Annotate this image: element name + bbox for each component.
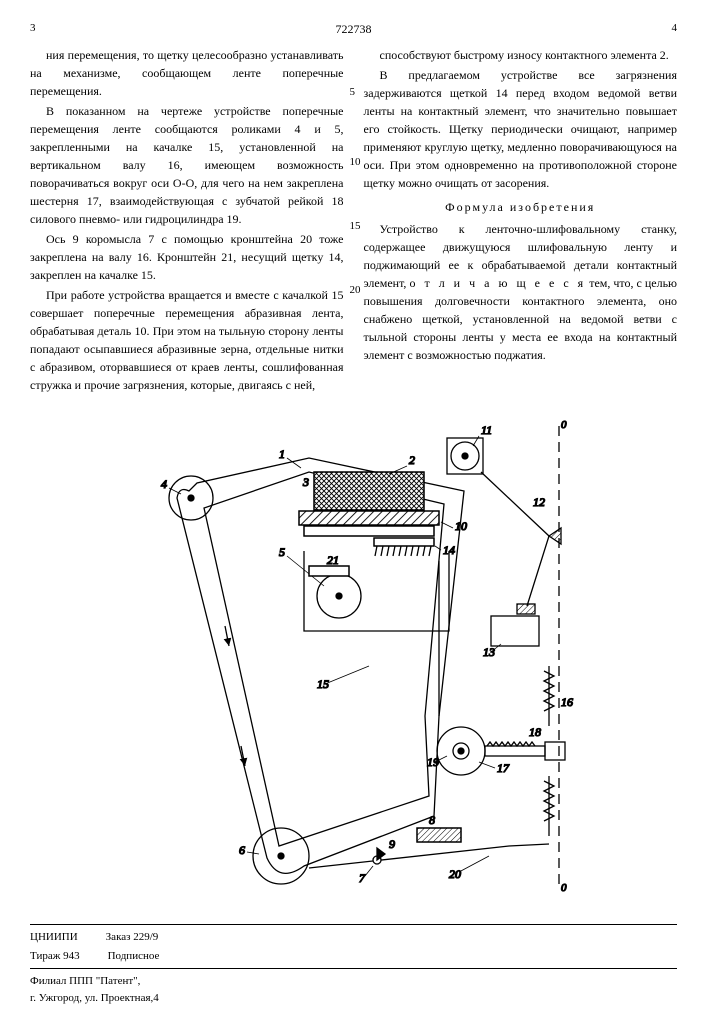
text-columns: ния перемещения, то щетку целесообразно …	[30, 46, 677, 396]
footer-tirazh: Тираж 943	[30, 948, 80, 965]
footer: ЦНИИПИ Заказ 229/9 Тираж 943 Подписное Ф…	[30, 924, 677, 1006]
line-number: 20	[350, 282, 361, 299]
patent-number: 722738	[36, 20, 672, 38]
svg-text:7: 7	[359, 871, 366, 885]
line-number: 5	[350, 84, 356, 101]
footer-sub: Подписное	[108, 948, 160, 965]
svg-text:6: 6	[239, 843, 245, 857]
svg-text:8: 8	[429, 813, 435, 827]
footer-filial-1: Филиал ППП "Патент",	[30, 973, 677, 990]
svg-text:17: 17	[497, 761, 510, 775]
para: Ось 9 коромысла 7 с помощью кронштейна 2…	[30, 230, 344, 284]
claim-spaced: о т л и ч а ю щ е е с я	[409, 276, 586, 290]
svg-text:1: 1	[279, 447, 285, 461]
line-number: 10	[350, 154, 361, 171]
para: В показанном на чертеже устройстве попер…	[30, 102, 344, 228]
svg-text:20: 20	[449, 867, 461, 881]
svg-text:2: 2	[409, 453, 415, 467]
svg-text:18: 18	[529, 725, 541, 739]
footer-order: Заказ 229/9	[106, 929, 159, 946]
svg-text:21: 21	[327, 553, 339, 567]
svg-text:19: 19	[427, 755, 439, 769]
para: При работе устройства вращается и вместе…	[30, 286, 344, 394]
page-header: 3 722738 4	[30, 20, 677, 38]
svg-text:12: 12	[533, 495, 545, 509]
line-number: 15	[350, 218, 361, 235]
footer-org: ЦНИИПИ	[30, 929, 78, 946]
svg-text:9: 9	[389, 837, 395, 851]
right-column: 5 10 15 20 способствуют быстрому износу …	[364, 46, 678, 396]
svg-text:0: 0	[561, 419, 567, 431]
footer-row: Тираж 943 Подписное	[30, 946, 677, 965]
para: способствуют быстрому износу контактного…	[364, 46, 678, 64]
svg-text:0: 0	[561, 882, 567, 894]
figure: 0 0 4 6 11 1	[30, 416, 677, 906]
svg-text:16: 16	[561, 695, 573, 709]
svg-text:15: 15	[317, 677, 329, 691]
footer-row: ЦНИИПИ Заказ 229/9	[30, 924, 677, 946]
svg-text:10: 10	[455, 519, 467, 533]
svg-text:3: 3	[302, 475, 309, 489]
para: В предлагаемом устройстве все загрязнени…	[364, 66, 678, 192]
svg-text:11: 11	[481, 423, 492, 437]
page-num-right: 4	[672, 20, 678, 38]
svg-text:5: 5	[279, 545, 285, 559]
left-column: ния перемещения, то щетку целесообразно …	[30, 46, 344, 396]
svg-text:4: 4	[161, 477, 167, 491]
footer-filial: Филиал ППП "Патент", г. Ужгород, ул. Про…	[30, 968, 677, 1006]
para: ния перемещения, то щетку целесообразно …	[30, 46, 344, 100]
claim-para: Устройство к ленточно-шлифовальному стан…	[364, 220, 678, 364]
patent-diagram: 0 0 4 6 11 1	[129, 416, 579, 906]
formula-title: Формула изобретения	[364, 198, 678, 216]
svg-text:13: 13	[483, 645, 495, 659]
footer-filial-2: г. Ужгород, ул. Проектная,4	[30, 990, 677, 1007]
